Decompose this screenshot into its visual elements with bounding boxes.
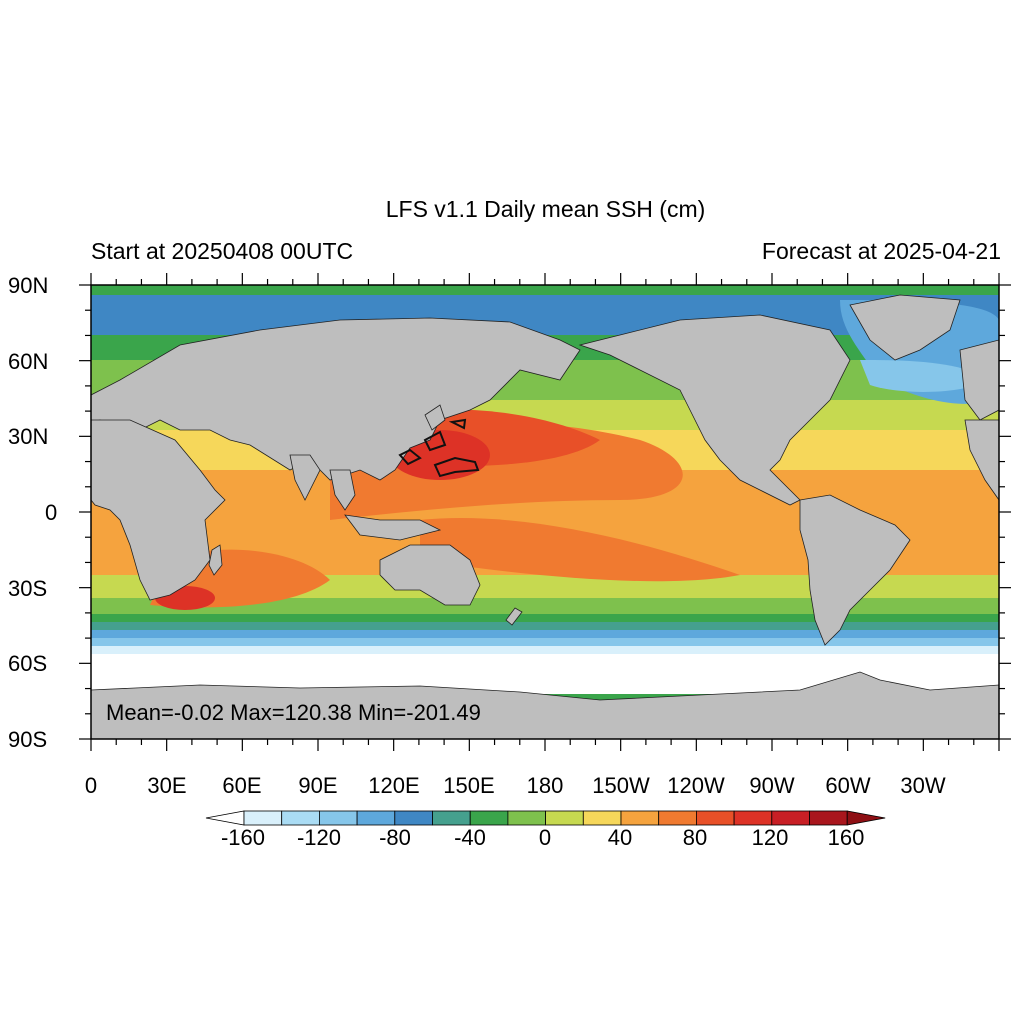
south-pacific-gyre <box>420 518 740 582</box>
colorbar-segment <box>394 810 433 826</box>
colorbar-label: -120 <box>296 825 342 850</box>
south-america <box>799 494 911 646</box>
colorbar-segment <box>469 810 509 826</box>
lat-label-0: 0 <box>45 500 58 525</box>
high-contours <box>398 418 480 478</box>
lon-label-120e: 120E <box>368 773 420 798</box>
axis-ticks <box>79 273 1011 751</box>
colorbar-segment <box>620 810 660 826</box>
indonesia <box>344 514 442 541</box>
lon-label-30w: 30W <box>900 773 946 798</box>
colorbar-segment <box>582 810 622 826</box>
australia <box>379 544 481 606</box>
map-area <box>91 285 999 739</box>
indochina <box>329 469 356 511</box>
lon-label-60w: 60W <box>825 773 871 798</box>
colorbar-segment <box>243 810 283 826</box>
new-zealand <box>505 607 523 626</box>
colorbar-label: 0 <box>538 825 552 850</box>
colorbar-label: 160 <box>827 825 865 850</box>
ocean-band-acc-lightblue <box>91 638 999 648</box>
start-time-label: Start at 20250408 00UTC <box>91 238 354 264</box>
madagascar <box>208 544 223 576</box>
lat-label-60n: 60N <box>8 349 49 374</box>
colorbar-over-triangle <box>846 810 886 826</box>
north-america <box>578 314 851 506</box>
eurasia <box>91 317 581 481</box>
contour-loop <box>433 456 480 478</box>
colorbar-segment <box>545 810 584 826</box>
ocean-band-south-mid <box>91 598 999 616</box>
colorbar-segment <box>507 810 546 826</box>
colorbar-label: 80 <box>682 825 708 850</box>
ocean-band-acc-teal <box>91 622 999 632</box>
lon-label-30e: 30E <box>147 773 187 798</box>
contour-loop <box>398 448 422 466</box>
japan <box>424 404 446 431</box>
lat-label-60s: 60S <box>8 651 48 676</box>
africa-west-edge <box>964 419 999 501</box>
lon-label-0: 0 <box>84 773 98 798</box>
stats-label: Mean=-0.02 Max=120.38 Min=-201.49 <box>106 700 481 725</box>
colorbar-segment <box>356 810 396 826</box>
lon-label-90w: 90W <box>749 773 795 798</box>
colorbar-segment <box>696 810 735 826</box>
colorbar-label: 40 <box>607 825 633 850</box>
labrador-sea-core <box>860 360 990 392</box>
contour-loop <box>448 418 467 430</box>
lat-label-90s: 90S <box>8 727 48 752</box>
europe-west-edge <box>959 339 999 421</box>
colorbar-under-triangle <box>205 810 245 826</box>
colorbar-segment <box>281 810 320 826</box>
colorbar <box>205 810 886 826</box>
lon-label-150e: 150E <box>443 773 495 798</box>
india <box>289 454 321 501</box>
lat-label-30n: 30N <box>8 424 49 449</box>
lon-label-180: 180 <box>526 773 564 798</box>
lat-label-30s: 30S <box>8 576 48 601</box>
colorbar-label: -80 <box>379 825 411 850</box>
forecast-time-label: Forecast at 2025-04-21 <box>761 238 1001 264</box>
colorbar-segment <box>318 810 358 826</box>
land-masses <box>91 294 999 739</box>
map-title: LFS v1.1 Daily mean SSH (cm) <box>385 196 706 222</box>
colorbar-segment <box>771 810 810 826</box>
colorbar-label: -40 <box>454 825 486 850</box>
colorbar-segment <box>658 810 697 826</box>
lon-label-120w: 120W <box>667 773 725 798</box>
lon-label-150w: 150W <box>592 773 650 798</box>
contour-loop <box>423 430 447 452</box>
colorbar-segment <box>733 810 773 826</box>
ocean-band-acc-blue <box>91 630 999 640</box>
lon-label-90e: 90E <box>298 773 338 798</box>
ocean-band-acc-palest <box>91 646 999 656</box>
colorbar-segment <box>432 810 471 826</box>
colorbar-label: -160 <box>220 825 266 850</box>
antarctica <box>91 671 999 739</box>
ocean-band-south-green <box>91 614 999 624</box>
greenland <box>849 294 961 361</box>
africa <box>91 419 226 601</box>
lat-label-90n: 90N <box>8 273 49 298</box>
colorbar-label: 120 <box>751 825 789 850</box>
lon-label-60e: 60E <box>222 773 262 798</box>
colorbar-segment <box>809 810 848 826</box>
